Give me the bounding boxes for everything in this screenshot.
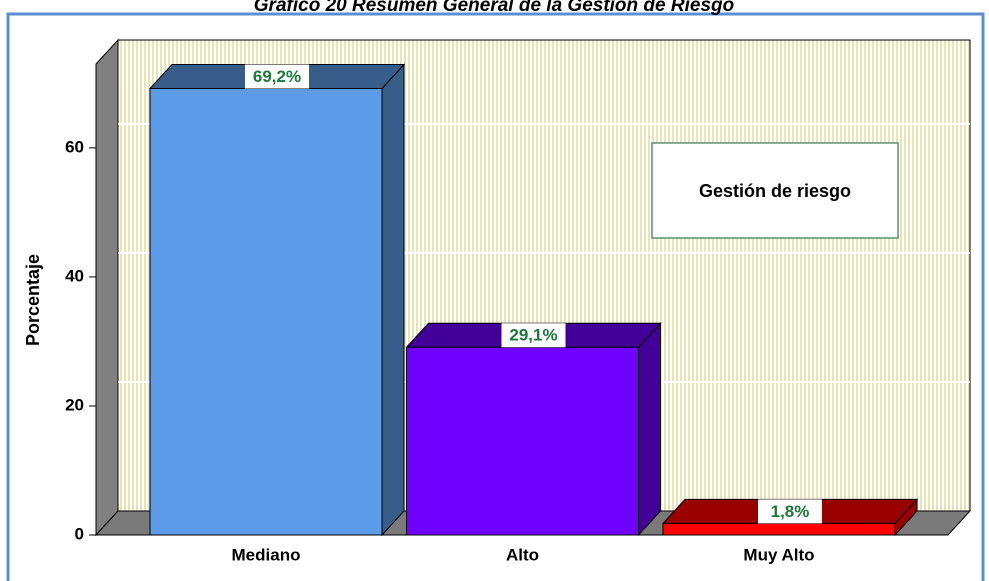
x-tick-label: Alto (506, 545, 539, 564)
bar-side (381, 63, 405, 537)
y-tick-label: 40 (65, 266, 84, 285)
y-tick-label: 60 (65, 137, 84, 156)
value-label-box (501, 323, 566, 348)
bar (662, 522, 896, 536)
legend-box (651, 142, 899, 239)
bar-side (638, 321, 661, 537)
y-axis-label: Porcentaje (23, 254, 43, 346)
legend-title: Gestión de riesgo (699, 181, 851, 201)
value-label: 29,1% (509, 326, 557, 345)
x-tick-label: Mediano (232, 545, 301, 564)
value-label-box (245, 64, 309, 89)
bar (149, 88, 383, 536)
x-tick-label: Muy Alto (743, 545, 814, 564)
left-wall (95, 38, 119, 537)
value-label-box (758, 499, 822, 524)
y-tick-label: 20 (65, 395, 84, 414)
value-label: 69,2% (253, 67, 301, 86)
value-label: 1,8% (771, 502, 810, 521)
chart-title: Gráfico 20 Resumen General de la Gestión… (254, 0, 734, 16)
frame (6, 12, 985, 581)
bar (406, 346, 639, 536)
y-tick-label: 0 (75, 524, 84, 543)
